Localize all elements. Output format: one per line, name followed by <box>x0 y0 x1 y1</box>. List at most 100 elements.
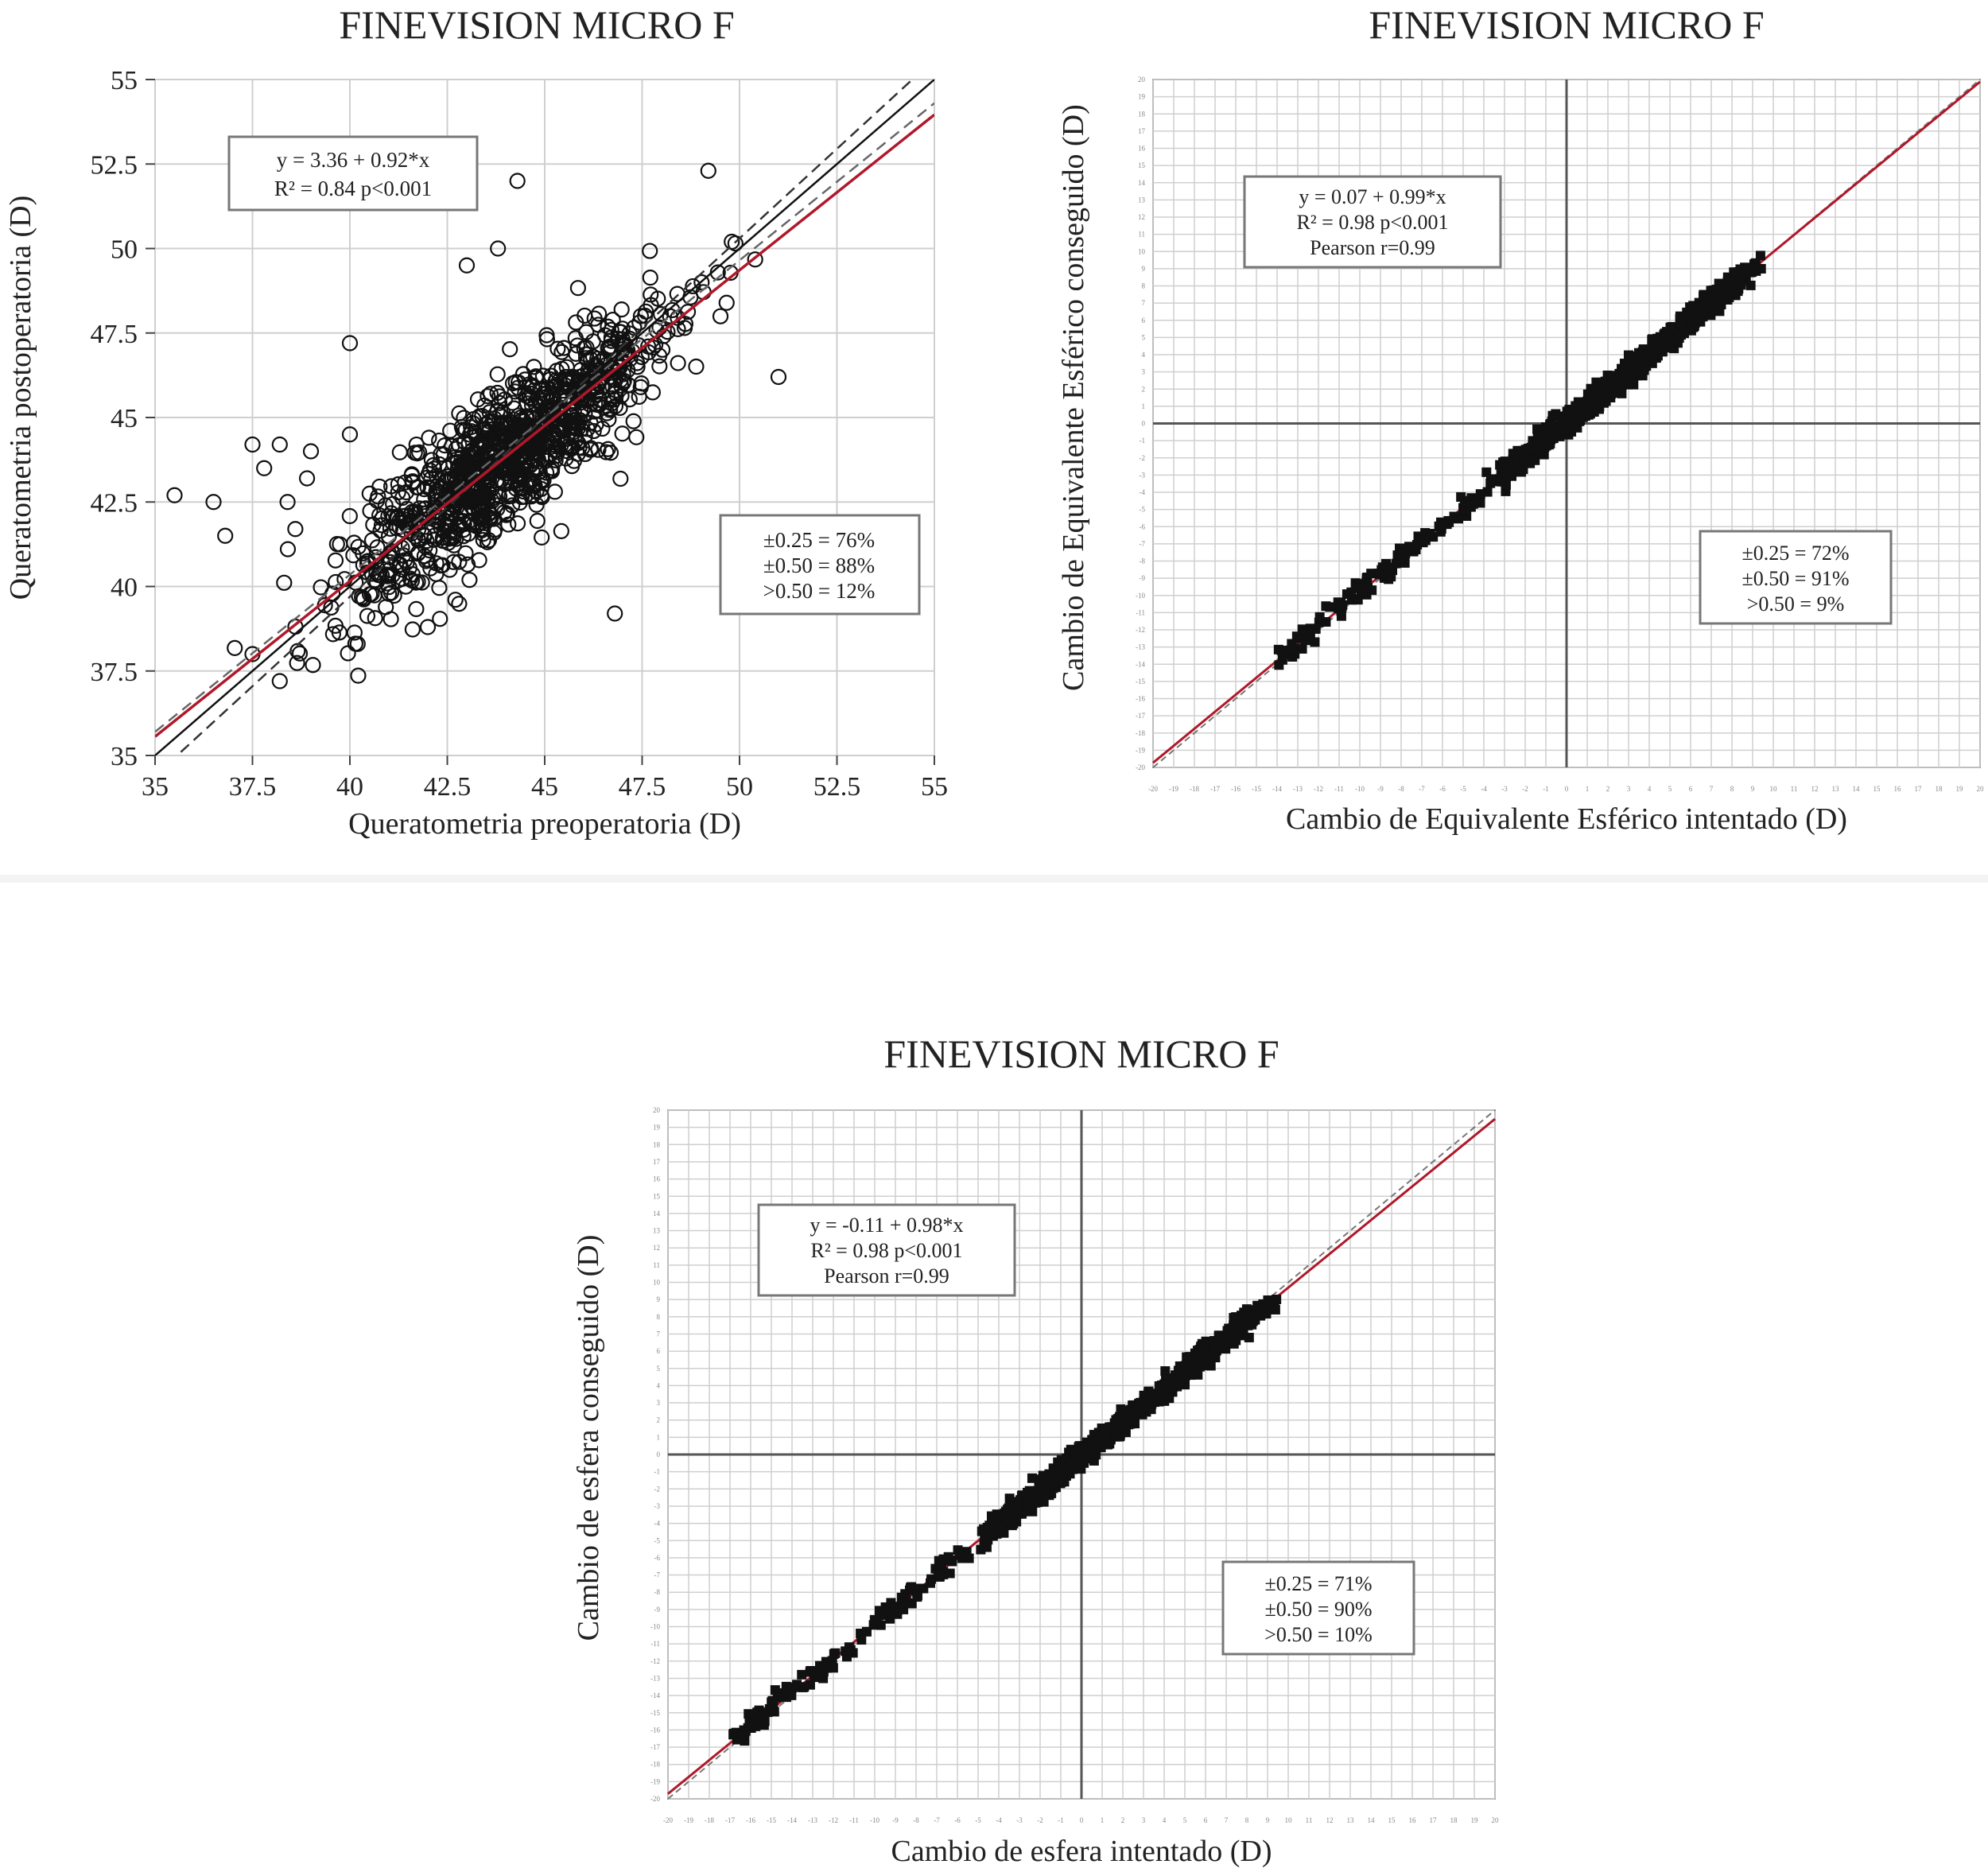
data-point <box>1573 410 1583 421</box>
data-point <box>642 270 658 286</box>
y-tick-label: 14 <box>653 1210 661 1218</box>
data-point <box>570 434 587 452</box>
data-point <box>435 446 452 464</box>
y-tick-label: -15 <box>650 1709 660 1717</box>
y-tick-label: -18 <box>650 1761 660 1769</box>
y-tick-label: 1 <box>657 1433 661 1441</box>
y-tick-label: -1 <box>1140 437 1146 445</box>
data-point <box>600 441 616 457</box>
data-point <box>515 480 532 497</box>
x-tick-label: 17 <box>1915 785 1923 793</box>
data-point <box>445 525 463 542</box>
data-point <box>602 338 619 355</box>
r-squared-line: R² = 0.98 p<0.001 <box>811 1239 963 1262</box>
data-point <box>1722 290 1733 301</box>
x-tick-label: -8 <box>913 1816 919 1824</box>
data-point <box>606 391 623 408</box>
data-point <box>1661 331 1672 341</box>
y-tick-label: -12 <box>1136 626 1145 634</box>
y-tick-label: -17 <box>1136 712 1145 720</box>
x-tick-label: -11 <box>1334 785 1344 793</box>
x-tick-label: 7 <box>1225 1816 1229 1824</box>
data-point <box>790 1682 801 1692</box>
data-point <box>1675 330 1686 340</box>
y-tick-label: -14 <box>650 1691 660 1699</box>
y-tick-label: 16 <box>653 1175 661 1183</box>
equation-box: y = 3.36 + 0.92*x R² = 0.84 p<0.001 <box>227 135 479 212</box>
data-point <box>299 470 316 487</box>
data-point <box>1714 306 1725 317</box>
data-point <box>567 330 584 347</box>
data-point <box>497 464 514 482</box>
y-tick-label: 16 <box>1138 145 1146 153</box>
data-point <box>504 375 522 392</box>
data-point <box>1561 423 1571 433</box>
x-tick-label: -6 <box>954 1816 961 1824</box>
data-point <box>1252 1300 1263 1311</box>
data-point <box>1675 319 1686 329</box>
data-point <box>747 251 763 268</box>
data-point <box>1465 500 1475 511</box>
data-point <box>1687 313 1698 324</box>
data-point <box>477 416 495 433</box>
data-point <box>362 503 379 519</box>
y-tick-label: 4 <box>1142 351 1146 359</box>
x-tick-label: -13 <box>1293 785 1303 793</box>
x-tick-label: -20 <box>1148 785 1158 793</box>
x-tick-label: 14 <box>1853 785 1861 793</box>
x-tick-label: 42.5 <box>424 772 472 802</box>
data-point <box>451 596 468 612</box>
data-point <box>414 574 430 591</box>
y-tick-label: 2 <box>1142 385 1146 393</box>
data-point <box>448 509 465 526</box>
data-point <box>1614 368 1625 379</box>
data-point <box>1727 279 1738 289</box>
y-tick-label: -8 <box>654 1588 661 1596</box>
data-point <box>227 639 243 657</box>
data-point <box>1384 562 1395 573</box>
data-point <box>669 285 685 302</box>
data-point <box>368 573 385 590</box>
accuracy-050: ±0.50 = 91% <box>1741 567 1849 590</box>
x-tick-label: -9 <box>892 1816 899 1824</box>
data-point <box>1260 1308 1271 1319</box>
y-tick-label: -18 <box>1136 729 1145 737</box>
y-tick-label: -6 <box>1140 522 1146 530</box>
equation-box: y = -0.11 + 0.98*x R² = 0.98 p<0.001 Pea… <box>757 1203 1016 1297</box>
data-point <box>612 399 628 417</box>
data-point <box>1629 364 1640 375</box>
y-tick-label: 3 <box>1142 368 1146 376</box>
x-axis-label: Cambio de Equivalente Esférico intentado… <box>1286 802 1847 836</box>
data-point <box>1555 431 1565 441</box>
data-point <box>957 1553 967 1563</box>
y-tick-label: 6 <box>1142 317 1146 324</box>
data-point <box>1363 582 1373 592</box>
x-tick-label: -20 <box>663 1816 673 1824</box>
data-point <box>499 505 516 522</box>
y-tick-label: -10 <box>650 1623 660 1631</box>
x-tick-label: 3 <box>1627 785 1631 793</box>
data-point <box>1395 543 1405 553</box>
y-tick-label: -11 <box>650 1640 660 1648</box>
data-point <box>1333 603 1343 613</box>
y-tick-label: 20 <box>1138 76 1146 84</box>
data-point <box>489 403 506 420</box>
x-tick-label: -10 <box>1355 785 1365 793</box>
y-tick-label: 5 <box>1142 333 1146 341</box>
x-tick-label: 50 <box>726 772 753 802</box>
data-point <box>700 162 716 179</box>
x-tick-label: 17 <box>1430 1816 1438 1824</box>
data-point <box>421 542 438 559</box>
x-tick-label: -1 <box>1058 1816 1064 1824</box>
data-point <box>1442 519 1452 530</box>
x-tick-label: -11 <box>849 1816 859 1824</box>
data-point <box>1111 1416 1121 1426</box>
data-point <box>289 654 305 671</box>
data-point <box>291 645 309 662</box>
y-tick-label: 19 <box>1138 93 1146 101</box>
data-point <box>1582 396 1593 406</box>
data-point <box>166 487 183 503</box>
x-tick-label: 6 <box>1204 1816 1208 1824</box>
x-tick-label: 18 <box>1450 1816 1458 1824</box>
